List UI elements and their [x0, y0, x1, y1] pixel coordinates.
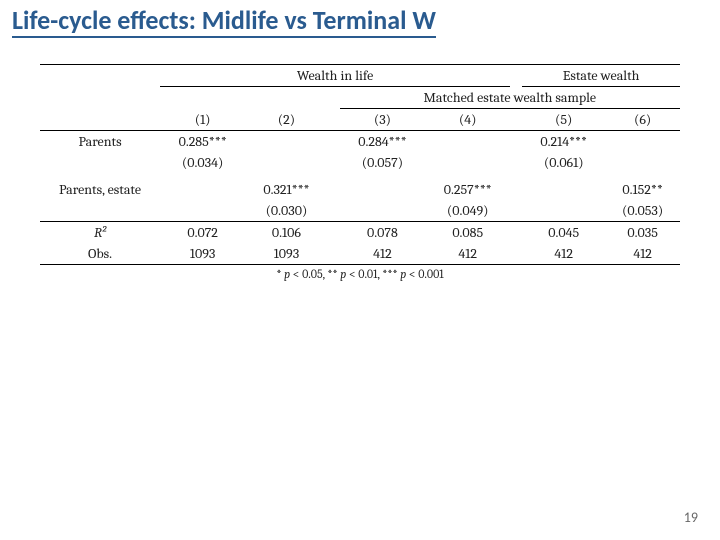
cell-rsq-c2: 0.106: [245, 222, 327, 244]
cell-obs-c3: 412: [340, 243, 426, 265]
col-5: (5): [522, 109, 605, 131]
cell-obs-c4: 412: [425, 243, 510, 265]
se-r2-c5: [522, 200, 605, 222]
cell-r1-c5: 0.214***: [522, 131, 605, 153]
se-r1-c6: [605, 152, 680, 173]
cell-r2-c2: 0.321***: [245, 179, 327, 200]
se-r2-c2: (0.030): [245, 200, 327, 222]
cell-rsq-c4: 0.085: [425, 222, 510, 244]
cell-r1-c4: [425, 131, 510, 153]
row-parents-label: Parents: [40, 131, 160, 153]
col-3: (3): [340, 109, 426, 131]
cell-rsq-c5: 0.045: [522, 222, 605, 244]
cell-rsq-c3: 0.078: [340, 222, 426, 244]
row-parents-estate-label: Parents, estate: [40, 179, 160, 200]
cell-rsq-c1: 0.072: [160, 222, 245, 244]
cell-r2-c3: [340, 179, 426, 200]
regression-table: Wealth in life Estate wealth Matched est…: [40, 64, 680, 283]
p1-val: < 0.05,: [290, 267, 327, 281]
se-r1-c1: (0.034): [160, 152, 245, 173]
se-r2-c6: (0.053): [605, 200, 680, 222]
cell-obs-c5: 412: [522, 243, 605, 265]
star1: *: [276, 267, 281, 281]
se-r2-c4: (0.049): [425, 200, 510, 222]
row-obs-label: Obs.: [40, 243, 160, 265]
cell-obs-c6: 412: [605, 243, 680, 265]
header-wealth-in-life: Wealth in life: [160, 65, 510, 87]
col-6: (6): [605, 109, 680, 131]
p3-val: < 0.001: [406, 267, 443, 281]
se-r2-c3: [340, 200, 426, 222]
col-1: (1): [160, 109, 245, 131]
se-r1-c3: (0.057): [340, 152, 426, 173]
se-r1-c2: [245, 152, 327, 173]
cell-r1-c1: 0.285***: [160, 131, 245, 153]
cell-r1-c3: 0.284***: [340, 131, 426, 153]
cell-r2-c5: [522, 179, 605, 200]
col-2: (2): [245, 109, 327, 131]
cell-r2-c1: [160, 179, 245, 200]
slide-title: Life-cycle effects: Midlife vs Terminal …: [12, 4, 436, 38]
se-r1-c5: (0.061): [522, 152, 605, 173]
cell-obs-c1: 1093: [160, 243, 245, 265]
significance-footnote: * p < 0.05, ** p < 0.01, *** p < 0.001: [40, 265, 680, 284]
cell-r2-c4: 0.257***: [425, 179, 510, 200]
cell-r1-c6: [605, 131, 680, 153]
page-number: 19: [684, 509, 698, 526]
cell-r2-c6: 0.152**: [605, 179, 680, 200]
se-r2-c1: [160, 200, 245, 222]
cell-obs-c2: 1093: [245, 243, 327, 265]
se-r1-c4: [425, 152, 510, 173]
star3: ***: [382, 267, 397, 281]
cell-r1-c2: [245, 131, 327, 153]
p2-val: < 0.01,: [346, 267, 382, 281]
header-matched-sample: Matched estate wealth sample: [340, 87, 680, 109]
header-estate-wealth: Estate wealth: [522, 65, 680, 87]
cell-rsq-c6: 0.035: [605, 222, 680, 244]
col-4: (4): [425, 109, 510, 131]
row-rsq-label: R²: [40, 222, 160, 244]
star2: **: [327, 267, 337, 281]
